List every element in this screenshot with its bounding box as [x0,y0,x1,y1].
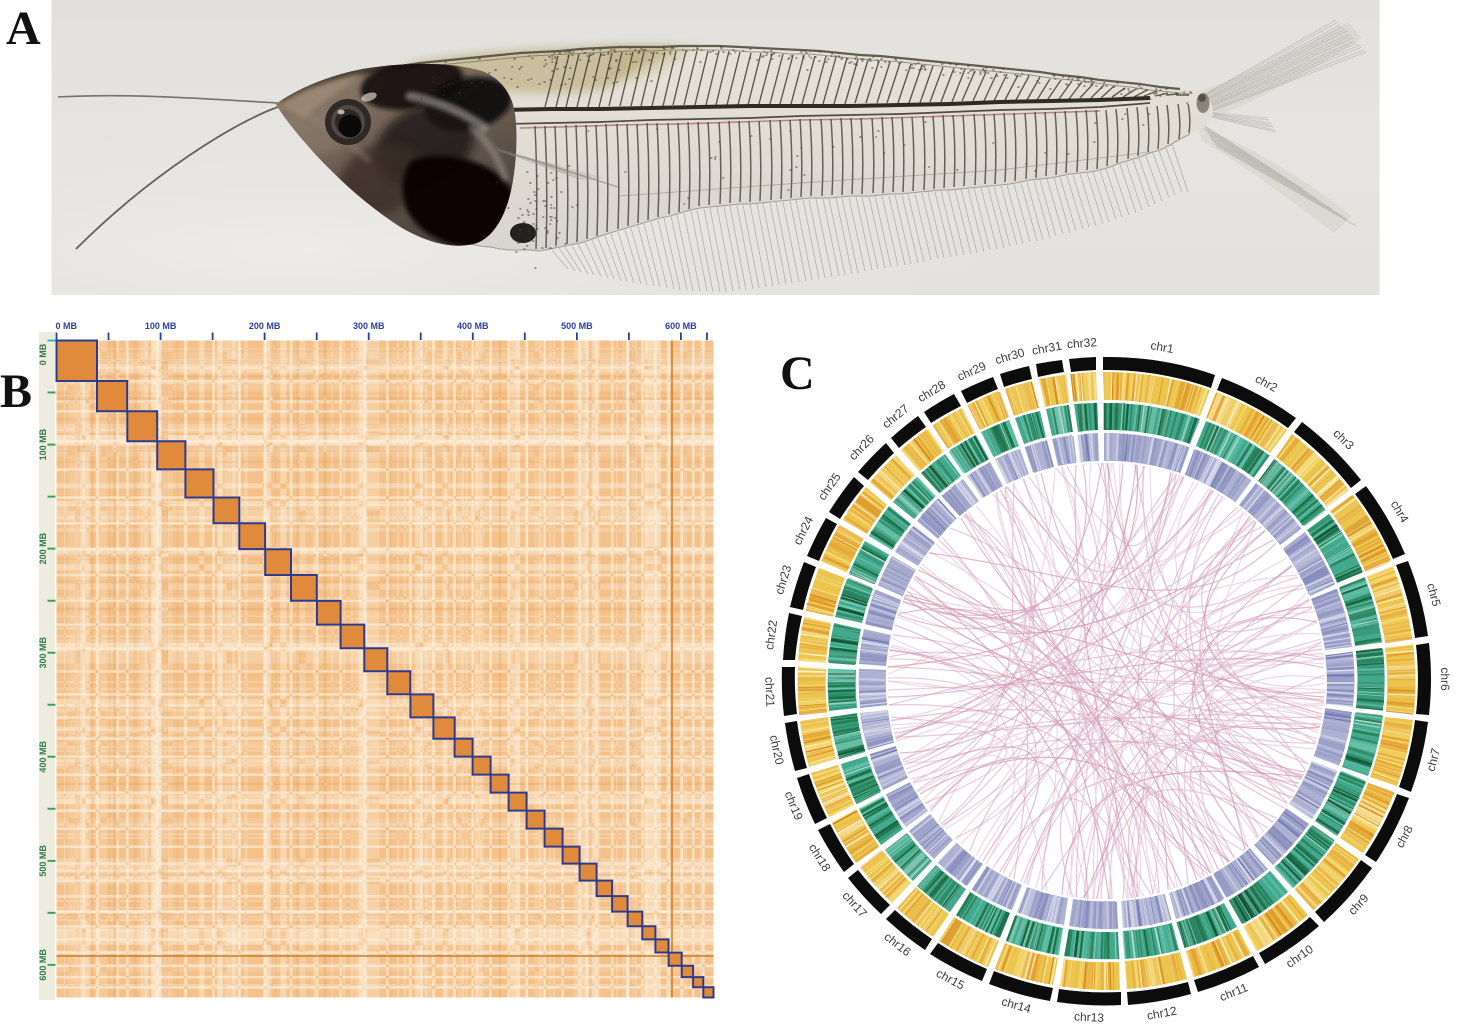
svg-text:500 MB: 500 MB [561,321,593,331]
svg-text:B: B [0,365,32,418]
svg-text:chr6: chr6 [1438,667,1452,691]
svg-text:100 MB: 100 MB [145,321,177,331]
svg-text:200 MB: 200 MB [249,321,281,331]
svg-text:chr20: chr20 [767,734,787,767]
svg-text:chr1: chr1 [1149,338,1175,356]
svg-text:300 MB: 300 MB [353,321,385,331]
svg-text:chr13: chr13 [1074,1009,1105,1025]
svg-text:chr21: chr21 [762,677,777,708]
svg-text:chr5: chr5 [1424,582,1444,608]
svg-text:chr12: chr12 [1146,1004,1178,1023]
svg-text:0 MB: 0 MB [38,343,48,365]
svg-text:400 MB: 400 MB [38,741,48,773]
svg-text:300 MB: 300 MB [38,636,48,668]
svg-text:100 MB: 100 MB [38,428,48,460]
svg-text:600 MB: 600 MB [665,321,697,331]
svg-text:400 MB: 400 MB [457,321,489,331]
svg-text:500 MB: 500 MB [38,845,48,877]
svg-text:chr7: chr7 [1424,746,1443,772]
svg-text:C: C [780,347,815,400]
svg-text:chr22: chr22 [762,619,780,651]
svg-text:A: A [6,2,41,55]
svg-text:200 MB: 200 MB [38,532,48,564]
svg-text:0 MB: 0 MB [56,321,78,331]
svg-text:chr31: chr31 [1031,339,1063,358]
svg-text:600 MB: 600 MB [38,949,48,981]
svg-text:chr32: chr32 [1066,335,1097,351]
